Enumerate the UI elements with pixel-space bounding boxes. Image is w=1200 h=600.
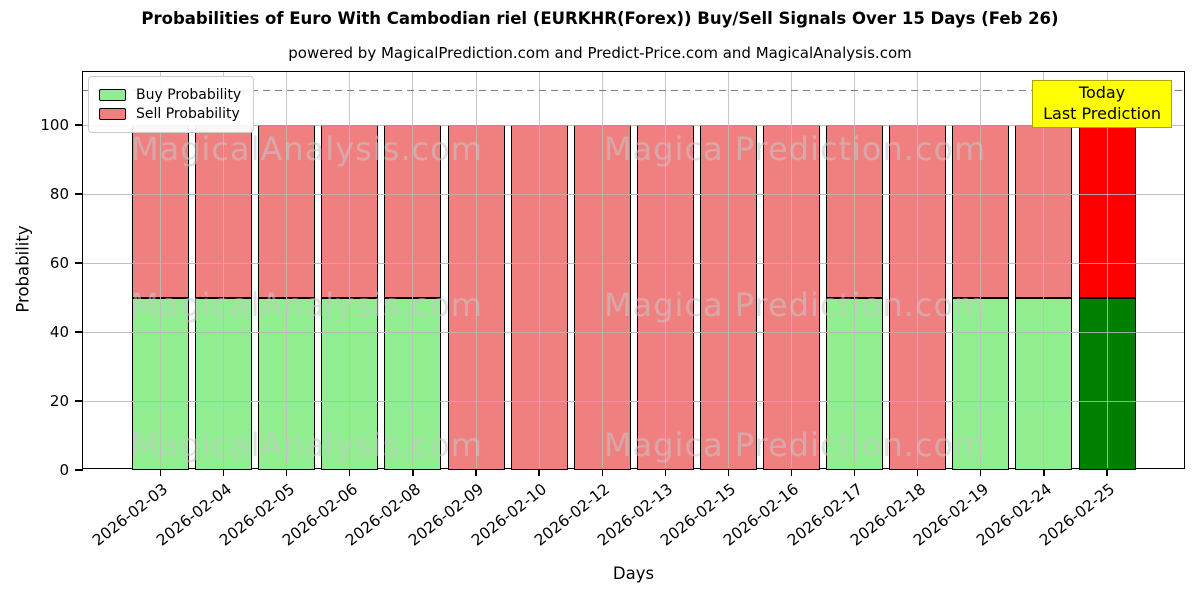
- y-gridline: [83, 331, 1184, 333]
- x-tick-mark: [917, 470, 919, 476]
- x-tick-mark: [538, 470, 540, 476]
- watermark-text: MagicalAnalysis.com: [131, 130, 483, 168]
- x-tick-mark: [412, 470, 414, 476]
- x-gridline: [286, 72, 288, 468]
- x-tick-mark: [664, 470, 666, 476]
- y-tick-mark: [75, 193, 83, 195]
- x-gridline: [601, 72, 603, 468]
- x-tick-mark: [475, 470, 477, 476]
- x-tick-mark: [1043, 470, 1045, 476]
- x-gridline: [475, 72, 477, 468]
- y-tick-label: 40: [49, 323, 69, 341]
- x-gridline: [412, 72, 414, 468]
- x-gridline: [727, 72, 729, 468]
- y-tick-mark: [75, 331, 83, 333]
- x-tick-mark: [727, 470, 730, 476]
- x-gridline: [1106, 72, 1108, 468]
- x-tick-mark: [349, 470, 351, 476]
- x-tick-mark: [159, 470, 162, 476]
- x-gridline: [160, 72, 161, 468]
- buy-probability-swatch: [99, 89, 126, 101]
- y-gridline: [83, 262, 1184, 264]
- plot-area: MagicalAnalysis.com Magica Prediction.com…: [14, 71, 1185, 583]
- y-tick-mark: [75, 262, 83, 264]
- x-tick-mark: [286, 470, 288, 476]
- watermark-text: MagicalAnalysis.com: [131, 286, 483, 324]
- x-tick-mark: [853, 470, 856, 476]
- chart-subtitle: powered by MagicalPrediction.com and Pre…: [288, 44, 912, 62]
- y-gridline: [83, 400, 1184, 402]
- today-annotation-line1: Today: [1078, 83, 1126, 102]
- today-annotation-line2: Last Prediction: [1043, 104, 1161, 124]
- x-gridline: [791, 72, 792, 468]
- y-axis-title: Probability: [13, 225, 33, 313]
- y-tick-label: 0: [59, 461, 69, 479]
- chart-title: Probabilities of Euro With Cambodian rie…: [141, 9, 1059, 28]
- x-gridline: [223, 72, 225, 468]
- x-gridline: [664, 72, 666, 468]
- today-annotation: Today Last Prediction: [1032, 80, 1172, 129]
- y-tick-mark: [75, 469, 83, 471]
- y-tick-mark: [75, 400, 83, 402]
- x-tick-mark: [1106, 470, 1108, 476]
- x-gridline: [538, 72, 540, 468]
- x-gridline: [854, 72, 856, 468]
- x-tick-mark: [980, 470, 982, 476]
- watermark-text: Magica Prediction.com: [604, 130, 987, 168]
- legend-row-sell: Sell Probability: [99, 106, 241, 122]
- watermark-text: Magica Prediction.com: [604, 286, 987, 324]
- x-gridline: [1043, 72, 1045, 468]
- y-tick-mark: [75, 124, 83, 126]
- legend-label-sell: Sell Probability: [136, 106, 240, 122]
- x-tick-mark: [222, 470, 225, 476]
- legend-label-buy: Buy Probability: [136, 87, 242, 103]
- y-gridline: [83, 124, 1184, 126]
- x-gridline: [349, 72, 351, 468]
- x-gridline: [980, 72, 982, 468]
- y-tick-label: 20: [49, 392, 69, 410]
- x-tick-mark: [790, 470, 793, 476]
- y-tick-label: 100: [40, 116, 69, 134]
- watermark-text: Magica Prediction.com: [604, 426, 987, 464]
- x-axis-title: Days: [612, 564, 655, 583]
- legend: Buy Probability Sell Probability: [88, 76, 255, 133]
- y-gridline: [83, 193, 1184, 195]
- x-tick-mark: [601, 470, 603, 476]
- watermark-text: MagicalAnalysis.com: [131, 426, 483, 464]
- legend-row-buy: Buy Probability: [99, 87, 241, 103]
- y-tick-label: 60: [49, 254, 69, 272]
- x-gridline: [917, 72, 919, 468]
- y-tick-label: 80: [49, 185, 69, 203]
- cutoff-dashed-line: [83, 89, 1184, 92]
- sell-probability-swatch: [99, 108, 126, 120]
